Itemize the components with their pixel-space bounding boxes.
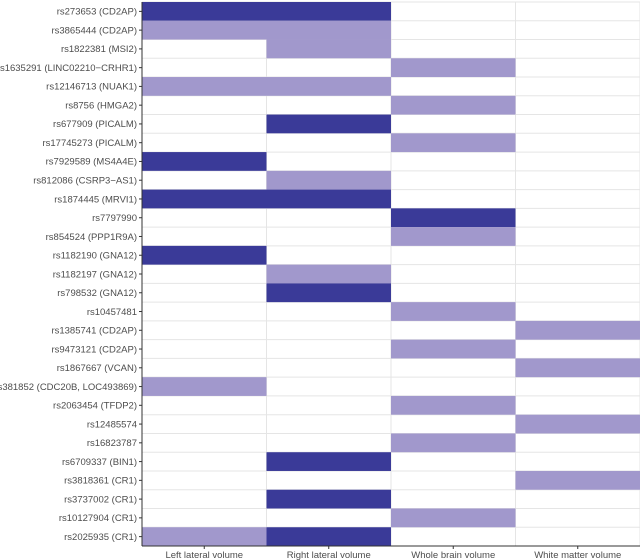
- y-tick-label: rs2025935 (CR1): [64, 532, 137, 543]
- heatmap-cell: [142, 245, 267, 265]
- heatmap-cell: [391, 95, 516, 115]
- heatmap-cell: [142, 152, 267, 171]
- y-tick-label: rs2063454 (TFDP2): [53, 401, 137, 412]
- heatmap-cell: [142, 377, 267, 396]
- y-tick-label: rs812086 (CSRP3−AS1): [33, 176, 137, 187]
- x-tick-label: Right lateral volume: [287, 550, 371, 560]
- x-tick-label: White matter volume: [534, 550, 621, 560]
- y-tick-label: rs16823787: [87, 438, 137, 449]
- y-tick-label: rs3737002 (CR1): [64, 494, 137, 505]
- heatmap-cell: [515, 358, 640, 378]
- heatmap-cell: [515, 320, 640, 340]
- heatmap-cell: [391, 208, 516, 228]
- heatmap-cell: [266, 114, 391, 134]
- heatmap-cell: [515, 470, 640, 490]
- y-tick-label: rs6709337 (BIN1): [62, 457, 137, 468]
- heatmap-cell: [391, 339, 516, 359]
- y-tick-label: rs1385741 (CD2AP): [51, 326, 137, 337]
- heatmap-cell: [266, 452, 391, 471]
- y-tick-label: rs1635291 (LINC02210−CRHR1): [0, 63, 137, 74]
- y-tick-label: rs1182190 (GNA12): [53, 251, 137, 262]
- heatmap-cell: [266, 489, 391, 509]
- y-tick-label: rs8756 (HMGA2): [65, 100, 137, 111]
- heatmap-cell: [391, 133, 516, 153]
- heatmap-cell: [142, 2, 267, 21]
- heatmap-cell: [266, 20, 391, 40]
- heatmap-cell: [266, 189, 391, 209]
- heatmap-cell: [142, 527, 267, 546]
- y-tick-label: rs12485574: [87, 419, 137, 430]
- heatmap-cell: [142, 77, 267, 96]
- y-tick-label: rs1874445 (MRVI1): [54, 194, 137, 205]
- y-tick-label: rs9473121 (CD2AP): [51, 344, 137, 355]
- y-tick-label: rs10127904 (CR1): [59, 513, 137, 524]
- heatmap-cell: [391, 227, 516, 246]
- heatmap-cell: [266, 2, 391, 21]
- heatmap-cell: [391, 58, 516, 78]
- x-tick-label: Whole brain volume: [411, 550, 495, 560]
- heatmap-cell: [142, 189, 267, 209]
- y-tick-label: rs7797990: [92, 213, 137, 224]
- heatmap-cell: [515, 414, 640, 434]
- heatmap-cell: [391, 433, 516, 453]
- heatmap-cell: [266, 283, 391, 303]
- heatmap-cell: [391, 508, 516, 528]
- heatmap-cell: [266, 77, 391, 96]
- heatmap-cell: [266, 170, 391, 190]
- y-tick-label: rs677909 (PICALM): [53, 119, 137, 130]
- heatmap-cell: [391, 302, 516, 321]
- y-tick-label: rs854524 (PPP1R9A): [46, 232, 137, 243]
- y-tick-label: rs381852 (CDC20B, LOC493869): [0, 382, 137, 393]
- y-tick-label: rs17745273 (PICALM): [42, 138, 137, 149]
- y-tick-label: rs12146713 (NUAK1): [46, 82, 137, 93]
- y-tick-label: rs3818361 (CR1): [64, 476, 137, 487]
- y-tick-label: rs798532 (GNA12): [57, 288, 137, 299]
- y-tick-label: rs1867667 (VCAN): [57, 363, 137, 374]
- heatmap-cell: [391, 395, 516, 415]
- y-tick-label: rs1182197 (GNA12): [53, 269, 137, 280]
- y-tick-label: rs1822381 (MSI2): [61, 44, 137, 55]
- y-tick-label: rs3865444 (CD2AP): [51, 25, 137, 36]
- y-tick-label: rs7929589 (MS4A4E): [46, 157, 137, 168]
- heatmap-cell: [266, 527, 391, 546]
- y-tick-label: rs10457481: [87, 307, 137, 318]
- heatmap-cell: [266, 39, 391, 59]
- x-tick-label: Left lateral volume: [165, 550, 243, 560]
- heatmap-cell: [266, 264, 391, 284]
- y-tick-label: rs273653 (CD2AP): [57, 7, 137, 18]
- heatmap-cell: [142, 20, 267, 40]
